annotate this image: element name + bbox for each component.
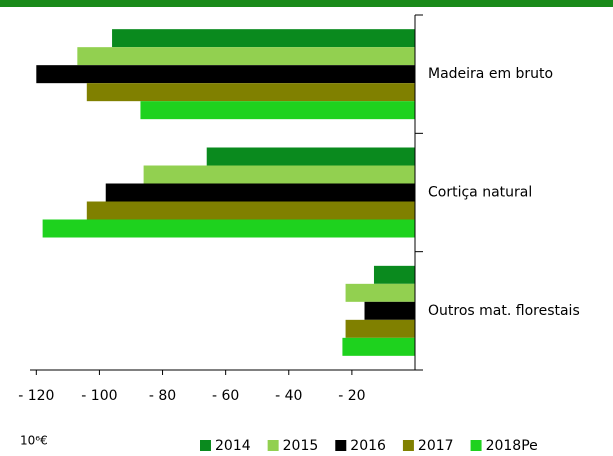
category-label: Madeira em bruto bbox=[428, 66, 553, 82]
bar bbox=[206, 147, 415, 166]
bar bbox=[345, 319, 415, 338]
bar bbox=[364, 301, 415, 320]
legend-swatch bbox=[335, 440, 347, 451]
bar bbox=[112, 29, 415, 48]
bar bbox=[373, 265, 415, 284]
bar bbox=[42, 219, 415, 238]
category-label: Cortiça natural bbox=[428, 185, 532, 201]
bar bbox=[342, 337, 415, 356]
x-tick-label: - 40 bbox=[275, 388, 302, 404]
x-tick-label: - 60 bbox=[212, 388, 239, 404]
x-tick-label: - 20 bbox=[338, 388, 365, 404]
legend-swatch bbox=[470, 440, 482, 451]
top-band bbox=[0, 0, 613, 7]
bar bbox=[86, 201, 415, 220]
bar bbox=[86, 83, 415, 102]
legend-label: 2017 bbox=[418, 438, 454, 454]
legend-label: 2015 bbox=[283, 438, 319, 454]
bar bbox=[140, 101, 416, 120]
legend-label: 2016 bbox=[350, 438, 386, 454]
x-tick-label: - 100 bbox=[81, 388, 117, 404]
legend-swatch bbox=[402, 440, 414, 451]
legend-swatch bbox=[200, 440, 211, 451]
x-tick-label: - 80 bbox=[149, 388, 176, 404]
bar bbox=[36, 65, 416, 84]
x-tick-label: - 120 bbox=[18, 388, 54, 404]
legend-label: 2014 bbox=[215, 438, 251, 454]
legend-label: 2018Pe bbox=[486, 438, 538, 454]
x-axis-unit: 10⁶€ bbox=[20, 434, 48, 448]
category-label: Outros mat. florestais bbox=[428, 303, 580, 319]
bar bbox=[105, 183, 415, 202]
bar bbox=[77, 47, 416, 66]
legend-swatch bbox=[267, 440, 279, 451]
bar bbox=[143, 165, 415, 184]
bar bbox=[345, 283, 415, 302]
